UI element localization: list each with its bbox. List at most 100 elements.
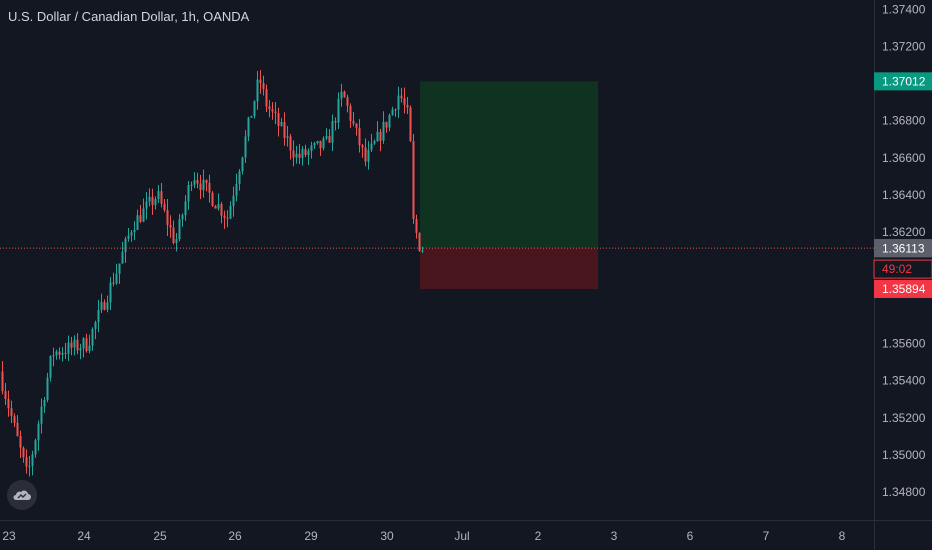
badge-label: 1.37012 [882,74,926,88]
candle-body [319,140,322,149]
candle-body [262,83,265,90]
candle-body [358,127,361,146]
candle-body [100,302,103,310]
candle-body [247,117,250,137]
candle-body [385,121,388,128]
tradingview-cloud-icon [13,490,31,500]
time-axis[interactable]: 23 24 25 26 29 30 Jul 2 3 6 7 8 [2,529,845,543]
candle-body [196,180,199,184]
candle-body [64,353,67,355]
candle-body [388,115,391,128]
candle-body [118,263,121,274]
candle-body [157,191,160,200]
time-tick-label: 29 [304,529,318,543]
candle-body [355,123,358,128]
candle-body [289,136,292,151]
price-tick-label: 1.34800 [882,485,926,499]
candle-body [376,131,379,142]
candle-body [190,184,193,186]
candle-body [10,408,13,417]
candle-body [229,205,232,219]
countdown-label: 49:02 [882,262,912,276]
candle-body [406,104,409,108]
tradingview-logo[interactable] [7,480,37,510]
candle-body [187,185,190,202]
candle-body [115,273,118,284]
candle-body [109,282,112,303]
candle-body [253,101,256,116]
candle-body [61,353,64,355]
candle-body [328,136,331,143]
candle-body [286,136,289,138]
candle-body [298,153,301,158]
candle-body [67,342,70,354]
candle-body [370,143,373,150]
candle-body [163,203,166,211]
candle-body [325,136,328,139]
candle-body [37,423,40,441]
candle-body [232,195,235,206]
candle-body [349,105,352,121]
price-tick-label: 1.36400 [882,188,926,202]
candle-body [4,391,7,399]
price-tick-label: 1.36800 [882,114,926,128]
candle-body [244,136,247,158]
time-tick-label: 26 [228,529,242,543]
badge-label: 1.36113 [882,241,925,255]
time-tick-label: 3 [611,529,618,543]
candle-body [409,107,412,142]
candle-body [400,95,403,99]
candle-body [25,457,28,467]
candle-body [214,205,217,209]
candle-body [34,440,37,455]
candle-body [274,111,277,114]
candle-body [340,91,343,99]
candle-body [169,224,172,228]
candle-body [127,235,130,239]
candle-body [193,180,196,185]
price-tick-label: 1.35000 [882,448,926,462]
candle-body [283,122,286,138]
candle-body [382,121,385,141]
candle-body [343,91,346,98]
time-tick-label: 7 [763,529,770,543]
candle-body [94,322,97,329]
candle-body [145,201,148,209]
candle-body [205,179,208,183]
candle-body [322,138,325,149]
candle-body [151,196,154,206]
candle-body [73,339,76,348]
candle-body [124,238,127,253]
candle-body [364,147,367,162]
candle-body [259,79,262,84]
candle-body [88,345,91,351]
candle-body [334,121,337,123]
candle-body [1,371,4,392]
candle-body [82,338,85,349]
time-tick-label: 25 [153,529,167,543]
candle-body [106,302,109,310]
time-tick-label: 2 [535,529,542,543]
time-tick-label: 30 [380,529,394,543]
price-axis[interactable]: 1.37400 1.37200 1.36800 1.36600 1.36400 1.362… [882,2,926,499]
time-tick-label: 6 [687,529,694,543]
candle-body [52,355,55,357]
candle-body [16,422,19,437]
price-tick-label: 1.37400 [882,2,926,16]
candle-body [304,149,307,155]
candle-body [271,109,274,112]
candle-body [43,400,46,407]
candle-body [391,109,394,116]
candle-body [49,355,52,378]
candle-body [256,79,259,102]
candle-body [178,219,181,240]
badge-box [874,72,932,91]
candle-body [367,149,370,162]
candle-body [265,89,268,107]
candle-body [13,416,16,423]
candle-body [277,113,280,126]
candle-body [418,232,421,251]
candle-body [352,120,355,124]
